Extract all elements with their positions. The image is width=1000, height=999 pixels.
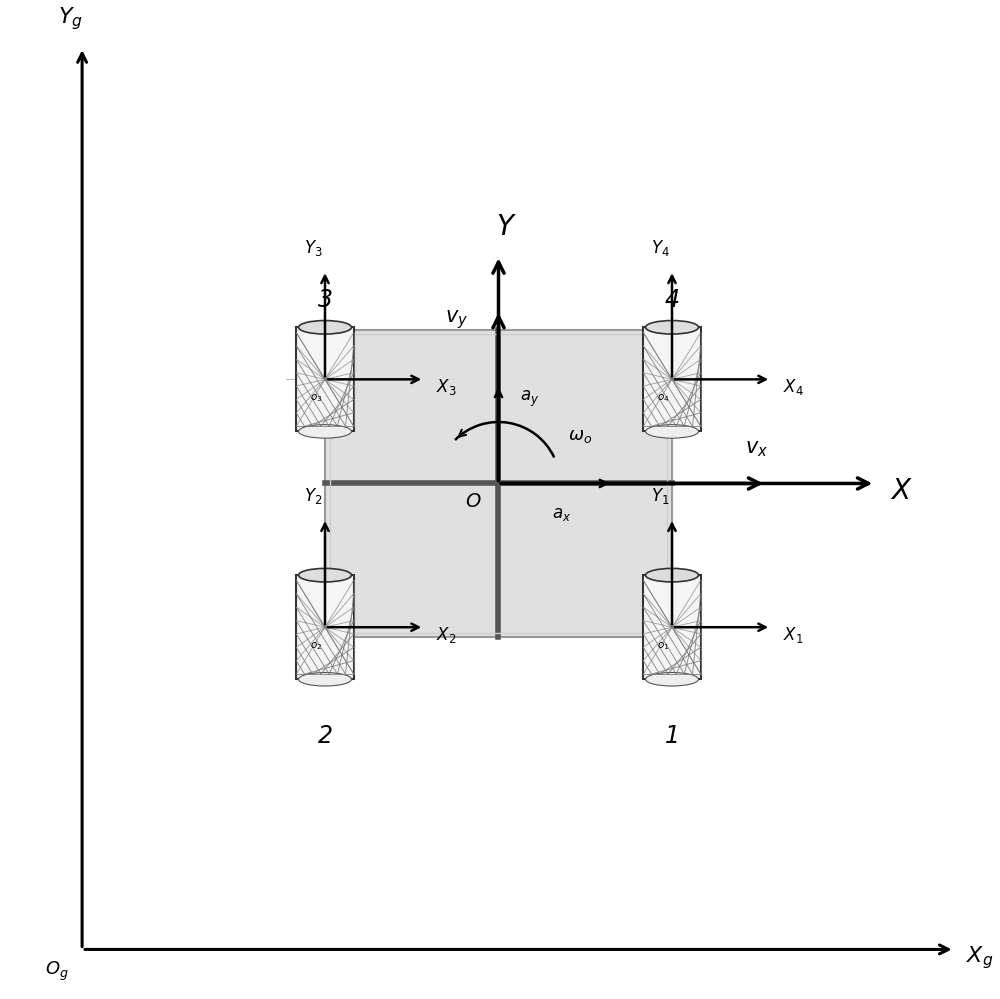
- Text: $o_3$: $o_3$: [310, 393, 323, 404]
- Text: $X_4$: $X_4$: [783, 378, 804, 398]
- Text: $a_y$: $a_y$: [520, 389, 540, 410]
- Text: $Y_4$: $Y_4$: [651, 239, 670, 259]
- Polygon shape: [325, 330, 672, 637]
- Text: $a_x$: $a_x$: [552, 505, 571, 523]
- Ellipse shape: [299, 321, 351, 334]
- Text: $X_3$: $X_3$: [436, 378, 457, 398]
- Ellipse shape: [299, 425, 351, 439]
- Text: $Y_1$: $Y_1$: [651, 487, 669, 506]
- Ellipse shape: [646, 321, 698, 334]
- Text: 3: 3: [317, 289, 332, 313]
- Text: $v_x$: $v_x$: [745, 439, 768, 459]
- Text: $Y_3$: $Y_3$: [304, 239, 322, 259]
- Text: $Y_g$: $Y_g$: [58, 6, 83, 32]
- Ellipse shape: [646, 425, 698, 439]
- Text: $X_2$: $X_2$: [436, 625, 456, 645]
- Text: $v_y$: $v_y$: [445, 309, 468, 332]
- Text: 2: 2: [317, 724, 332, 748]
- Text: $O$: $O$: [465, 492, 482, 510]
- Text: $o_2$: $o_2$: [310, 640, 322, 652]
- Ellipse shape: [646, 672, 698, 686]
- Text: $X_g$: $X_g$: [966, 944, 994, 971]
- Polygon shape: [643, 575, 701, 679]
- Text: $O_g$: $O_g$: [45, 960, 69, 983]
- Ellipse shape: [299, 672, 351, 686]
- Text: $Y_2$: $Y_2$: [304, 487, 322, 506]
- Text: $\omega_o$: $\omega_o$: [568, 427, 592, 445]
- Text: 1: 1: [664, 724, 679, 748]
- Polygon shape: [643, 328, 701, 432]
- Text: $X$: $X$: [890, 478, 913, 505]
- Polygon shape: [296, 328, 354, 432]
- Text: $X_1$: $X_1$: [783, 625, 804, 645]
- Text: 4: 4: [664, 289, 679, 313]
- Text: $o_4$: $o_4$: [657, 393, 670, 404]
- Text: $o_1$: $o_1$: [657, 640, 670, 652]
- Polygon shape: [296, 575, 354, 679]
- Ellipse shape: [299, 568, 351, 582]
- Text: $Y$: $Y$: [496, 213, 517, 241]
- Ellipse shape: [646, 568, 698, 582]
